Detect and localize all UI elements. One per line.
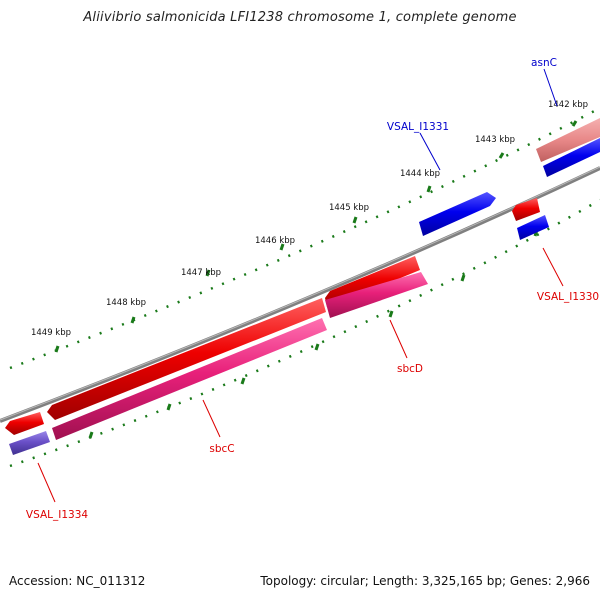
- ruler-label: 1449 kbp: [31, 328, 71, 338]
- label-leader: [543, 248, 563, 286]
- gene-label[interactable]: VSAL_I1331: [387, 121, 449, 133]
- outer-ruler-tick: [132, 317, 134, 323]
- gene-label[interactable]: sbcC: [209, 443, 234, 455]
- gene-label[interactable]: sbcD: [397, 363, 423, 375]
- inner-ruler-tick: [316, 344, 318, 350]
- inner-ruler-tick: [90, 432, 92, 438]
- outer-ruler-tick: [56, 346, 58, 352]
- label-leader: [390, 320, 407, 358]
- label-leader: [420, 133, 440, 170]
- inner-ruler-tick: [462, 275, 464, 281]
- inner-ruler-tick: [390, 311, 392, 317]
- label-leader: [38, 463, 55, 502]
- outer-ruler-tick: [500, 153, 503, 158]
- ruler-label: 1447 kbp: [181, 268, 221, 278]
- outer-ruler-tick: [428, 186, 430, 192]
- gene-label[interactable]: VSAL_I1330: [537, 291, 599, 303]
- inner-ruler-tick: [242, 378, 244, 384]
- gene-VSAL_I1331[interactable]: [419, 192, 496, 236]
- cds-VSAL_I1334[interactable]: [9, 431, 50, 455]
- accession-text: Accession: NC_011312: [9, 574, 145, 588]
- genome-summary-text: Topology: circular; Length: 3,325,165 bp…: [260, 574, 590, 588]
- ruler-label: 1446 kbp: [255, 236, 295, 246]
- label-leader: [203, 400, 220, 437]
- cds-sbcC[interactable]: [52, 318, 327, 440]
- ruler-label: 1444 kbp: [400, 169, 440, 179]
- outer-ruler-tick: [573, 121, 576, 126]
- ruler-label: 1445 kbp: [329, 203, 369, 213]
- genome-backbone: [0, 168, 600, 421]
- outer-ruler-tick: [354, 217, 356, 223]
- ruler-label: 1443 kbp: [475, 135, 515, 145]
- ruler-label: 1442 kbp: [548, 100, 588, 110]
- inner-ruler-tick: [168, 404, 170, 410]
- gene-label[interactable]: VSAL_I1334: [26, 509, 88, 521]
- reverse-strand: [5, 138, 600, 455]
- ruler-label: 1448 kbp: [106, 298, 146, 308]
- gene-sbcC[interactable]: [47, 298, 326, 420]
- gene-label[interactable]: asnC: [531, 57, 557, 69]
- gene-labels: asnC VSAL_I1331 VSAL_I1330 sbcD sbcC VSA…: [26, 57, 599, 521]
